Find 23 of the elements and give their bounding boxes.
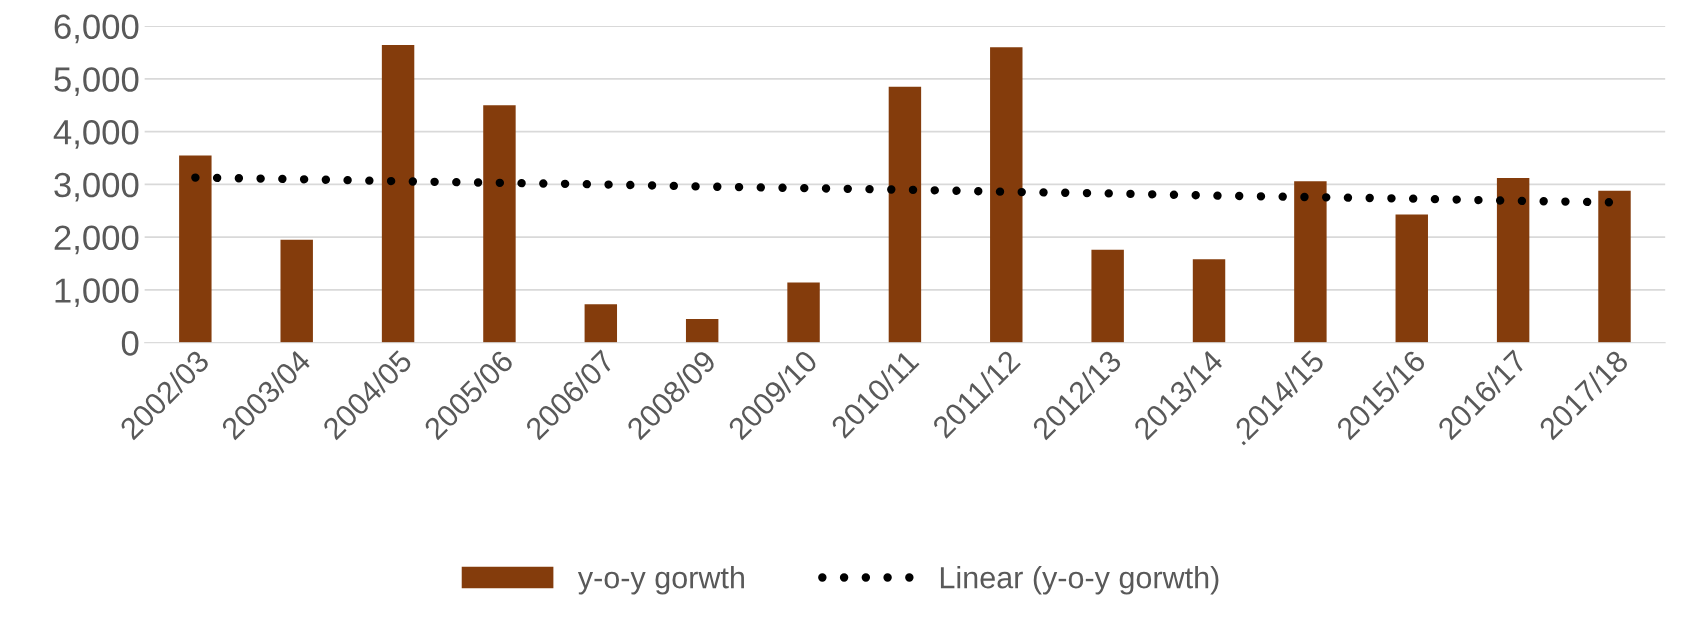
bar: [787, 282, 820, 343]
bar: [280, 239, 313, 343]
y-tick-label: 4,000: [53, 119, 139, 149]
legend-label: Linear (y-o-y gorwth): [940, 566, 1219, 595]
y-tick-label: 5,000: [54, 67, 139, 96]
bar: [483, 105, 516, 343]
bar: [179, 155, 212, 343]
bar: [990, 47, 1023, 343]
bar: [1395, 214, 1428, 343]
bar: [381, 45, 415, 343]
bar: [1598, 190, 1631, 343]
y-tick-label: 2,000: [54, 225, 139, 255]
legend-label: y-o-y gorwth: [577, 566, 744, 595]
bar: [1294, 181, 1327, 343]
y-tick-label: 3,000: [54, 172, 139, 202]
bar: [888, 86, 922, 343]
bar: [1091, 249, 1124, 343]
y-tick-label: 6,000: [54, 14, 139, 44]
bar: [1192, 259, 1226, 343]
bar: [1496, 178, 1530, 343]
bar: [685, 318, 719, 343]
bar: [584, 304, 618, 343]
y-tick-label: 1,000: [55, 278, 139, 307]
